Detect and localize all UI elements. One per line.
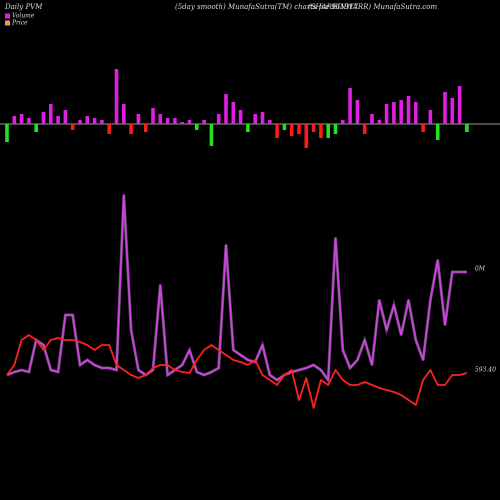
bar (27, 118, 31, 124)
bar (326, 124, 330, 138)
bar (289, 124, 294, 136)
bar (195, 124, 199, 130)
end-label: 0M (475, 266, 486, 273)
bar (450, 98, 455, 124)
bar (384, 104, 389, 124)
bar (158, 114, 163, 124)
bar (355, 100, 360, 124)
bar (85, 116, 90, 124)
bar (107, 124, 111, 134)
bar (143, 124, 148, 132)
bar (443, 92, 447, 124)
end-label: 593.40 (475, 367, 496, 374)
bar (465, 124, 469, 132)
bar (282, 124, 287, 130)
bar (392, 102, 396, 124)
bar (129, 124, 133, 134)
bar (12, 116, 17, 124)
bar (238, 110, 243, 124)
bar (362, 124, 367, 134)
bar (5, 124, 9, 142)
bar (406, 96, 411, 124)
bar (370, 114, 374, 124)
bar (216, 114, 221, 124)
bar (151, 108, 155, 124)
bar (92, 118, 97, 124)
bar (49, 104, 53, 124)
bar (122, 104, 126, 124)
bar (399, 100, 403, 124)
line (6, 334, 468, 409)
bar (341, 120, 345, 124)
bar (333, 124, 338, 134)
bar (19, 114, 24, 124)
bar (377, 120, 382, 124)
bar (268, 120, 272, 124)
legend-swatch (5, 20, 10, 26)
bar (304, 124, 309, 148)
bar (78, 120, 82, 124)
bar (231, 102, 236, 124)
bar (56, 116, 60, 124)
bar (180, 122, 184, 124)
bar (136, 114, 141, 124)
chart-title: Daily PVM (4, 3, 43, 11)
bar (246, 124, 250, 132)
bar (202, 120, 206, 124)
bar (34, 124, 38, 132)
bar (311, 124, 316, 132)
bar (187, 120, 192, 124)
bar (428, 110, 433, 124)
bar (63, 110, 68, 124)
bar (457, 86, 462, 124)
bar (348, 88, 352, 124)
bar (224, 94, 228, 124)
chart-source: (SHAREINWARR) MunafaSutra.com (308, 3, 437, 11)
bar (260, 112, 265, 124)
bar (253, 114, 257, 124)
bar (70, 124, 75, 130)
bar (319, 124, 323, 138)
chart-subtitle: (5day smooth) MunafaSutra(TM) charts for… (175, 3, 358, 11)
bar (41, 112, 46, 124)
bar (421, 124, 425, 132)
legend-label: Price (11, 20, 28, 27)
bar (209, 124, 214, 146)
bar (275, 124, 279, 138)
legend-label: Volume (12, 13, 35, 20)
legend-swatch (5, 13, 10, 19)
line (6, 194, 467, 381)
bar (435, 124, 440, 140)
bar (100, 120, 104, 124)
bar (414, 102, 418, 124)
bar (297, 124, 301, 134)
bar (173, 118, 177, 124)
bar (114, 69, 119, 124)
bar (165, 118, 170, 124)
